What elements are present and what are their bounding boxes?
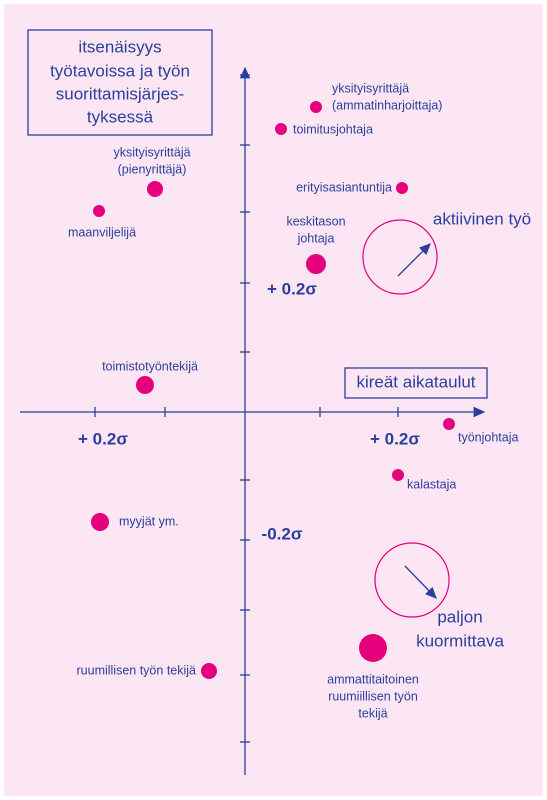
point-label: työnjohtaja xyxy=(458,430,519,444)
box-title: itsenäisyys xyxy=(78,37,161,56)
point-label: toimitusjohtaja xyxy=(293,122,373,136)
x-box xyxy=(344,367,488,399)
title-box xyxy=(27,29,213,136)
arrow xyxy=(397,243,431,277)
point-label: keskitason xyxy=(286,214,345,228)
point xyxy=(306,254,326,274)
quadrant-circle xyxy=(362,219,438,295)
point xyxy=(275,123,287,135)
box-title: tyksessä xyxy=(87,107,154,126)
point-label: myyjät ym. xyxy=(119,514,179,528)
axis-label: + 0.2σ xyxy=(267,279,317,298)
point-label: ruumillisen työn tekijä xyxy=(77,663,197,677)
point xyxy=(310,101,322,113)
point xyxy=(443,418,455,430)
point-label: ammattitaitoinen xyxy=(327,672,419,686)
quadrant-circle xyxy=(374,542,450,618)
point-label: yksityisyrittäjä xyxy=(332,81,409,95)
point xyxy=(201,663,217,679)
quadrant-label: aktiivinen työ xyxy=(433,209,531,228)
point-label: yksityisyrittäjä xyxy=(113,145,190,159)
box-title: työtavoissa ja työn xyxy=(50,61,190,80)
point xyxy=(147,181,163,197)
nodes: yksityisyrittäjä (ammatinharjoittaja) toim… xyxy=(68,81,519,720)
point-label: (ammatinharjoittaja) xyxy=(332,98,442,112)
arrow xyxy=(404,565,437,599)
point-label: johtaja xyxy=(297,231,335,245)
quadrant-label: paljon xyxy=(437,607,482,626)
point xyxy=(396,182,408,194)
point-label: erityisasiantuntija xyxy=(296,180,392,194)
point-label: kalastaja xyxy=(407,477,456,491)
point xyxy=(136,376,154,394)
quadrant-label: kuormittava xyxy=(416,631,504,650)
point-label: toimistotyöntekijä xyxy=(102,359,198,373)
axis-label: -0.2σ xyxy=(262,524,303,543)
point xyxy=(91,513,109,531)
point xyxy=(93,205,105,217)
axis-label: + 0.2σ xyxy=(78,429,128,448)
background xyxy=(4,4,543,796)
point xyxy=(392,469,404,481)
box-title: suorittamisjärjes- xyxy=(56,84,184,103)
x-box-label: kireät aikataulut xyxy=(356,372,475,391)
point-label: maanviljelijä xyxy=(68,225,136,239)
point-label: tekijä xyxy=(358,706,387,720)
point-label: ruumiillisen työn xyxy=(328,689,418,703)
point-label: (pienyrittäjä) xyxy=(118,162,187,176)
axis-label: + 0.2σ xyxy=(370,429,420,448)
point xyxy=(359,634,387,662)
ticks xyxy=(94,74,399,743)
